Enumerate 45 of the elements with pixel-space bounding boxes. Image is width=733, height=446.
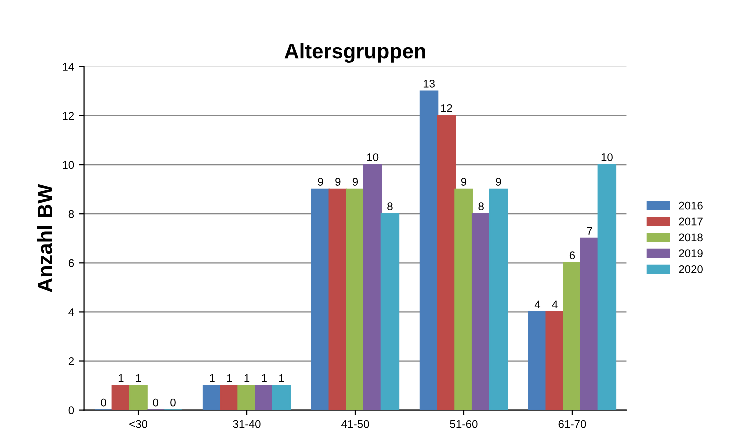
data-label: 1 bbox=[262, 374, 267, 382]
data-label: 9 bbox=[461, 178, 467, 186]
data-label: 4 bbox=[552, 300, 558, 309]
data-label: 1 bbox=[210, 374, 215, 382]
y-tick-label: 12 bbox=[63, 112, 74, 120]
data-label: 0 bbox=[153, 398, 159, 407]
x-tick-label: <30 bbox=[130, 420, 148, 428]
data-label: 1 bbox=[279, 374, 284, 382]
legend-label: 2019 bbox=[679, 250, 703, 258]
y-tick-label: 6 bbox=[68, 259, 74, 268]
y-tick-label: 8 bbox=[68, 210, 74, 218]
data-label: 0 bbox=[101, 398, 106, 407]
x-tick-label: 41-50 bbox=[342, 420, 370, 428]
legend-label: 2016 bbox=[679, 202, 703, 210]
legend-label: 2020 bbox=[679, 266, 703, 274]
x-tick-label: 51-60 bbox=[450, 420, 478, 428]
data-label: 9 bbox=[352, 178, 358, 186]
data-label: 10 bbox=[368, 154, 379, 162]
data-label: 12 bbox=[441, 104, 452, 112]
legend-label: 2018 bbox=[679, 234, 703, 242]
y-axis-title: Anzahl BW bbox=[37, 184, 53, 292]
data-label: 13 bbox=[424, 80, 435, 88]
x-tick-label: 61-70 bbox=[558, 420, 586, 428]
data-label: 9 bbox=[318, 178, 324, 186]
chart-title: Altersgruppen bbox=[284, 43, 426, 63]
data-label: 10 bbox=[602, 154, 613, 162]
y-tick-label: 4 bbox=[68, 308, 74, 316]
data-label: 7 bbox=[587, 227, 592, 235]
data-label: 0 bbox=[170, 398, 176, 407]
y-tick-label: 10 bbox=[63, 161, 74, 170]
data-label: 4 bbox=[534, 300, 541, 309]
y-tick-label: 14 bbox=[63, 63, 74, 71]
y-tick-label: 0 bbox=[68, 406, 74, 414]
legend-label: 2017 bbox=[679, 218, 703, 226]
data-label: 9 bbox=[496, 178, 502, 186]
data-label: 9 bbox=[336, 178, 341, 186]
data-label: 1 bbox=[244, 374, 250, 382]
data-label: 8 bbox=[388, 202, 393, 210]
y-tick-label: 2 bbox=[68, 358, 74, 366]
data-label: 6 bbox=[570, 252, 576, 260]
data-label: 1 bbox=[118, 374, 124, 382]
data-label: 1 bbox=[136, 374, 142, 382]
data-label: 8 bbox=[478, 202, 484, 210]
data-label: 1 bbox=[227, 374, 232, 382]
x-tick-label: 31-40 bbox=[233, 420, 261, 428]
